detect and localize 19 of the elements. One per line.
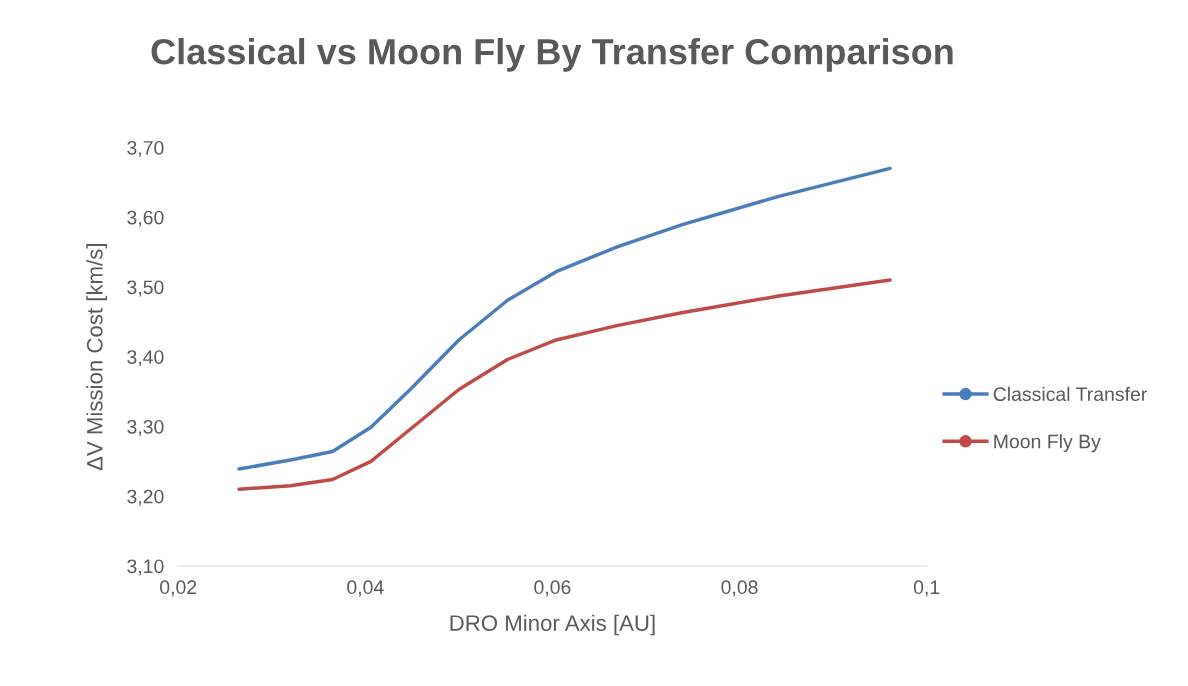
x-tick-label: 0,08 bbox=[721, 580, 758, 597]
y-tick-label: 3,30 bbox=[127, 419, 164, 436]
x-tick-label: 0,06 bbox=[534, 580, 571, 597]
y-axis-title: ΔV Mission Cost [km/s] bbox=[86, 244, 108, 471]
y-tick-label: 3,70 bbox=[127, 140, 164, 158]
y-tick-label: 3,20 bbox=[127, 489, 164, 506]
x-tick-label: 0,04 bbox=[347, 580, 384, 597]
legend-label: Classical Transfer bbox=[993, 386, 1147, 402]
y-tick-label: 3,60 bbox=[127, 210, 164, 227]
y-tick-label: 3,40 bbox=[127, 350, 164, 367]
x-tick-label: 0,02 bbox=[160, 580, 197, 597]
x-tick-label: 0,1 bbox=[913, 580, 940, 597]
y-tick-label: 3,50 bbox=[127, 280, 164, 297]
chart-title: Classical vs Moon Fly By Transfer Comparison bbox=[151, 37, 953, 72]
line-series bbox=[237, 278, 892, 491]
x-axis-title: DRO Minor Axis [AU] bbox=[450, 614, 655, 636]
legend-label: Moon Fly By bbox=[994, 434, 1101, 453]
y-tick-label: 3,10 bbox=[127, 559, 164, 576]
line-series bbox=[237, 166, 892, 471]
